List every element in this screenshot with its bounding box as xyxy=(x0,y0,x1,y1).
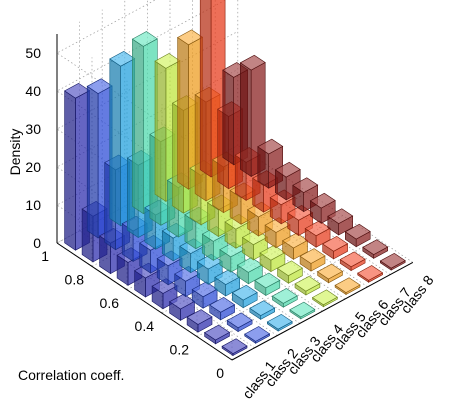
bar-top-face xyxy=(186,309,213,325)
bar xyxy=(289,301,316,320)
bar-top-face xyxy=(266,313,293,330)
bar xyxy=(254,272,281,297)
y-tick-label: 0.6 xyxy=(100,295,120,311)
z-tick-label: 20 xyxy=(25,159,41,175)
bar-top-face xyxy=(289,301,316,318)
bar xyxy=(259,244,286,273)
bar xyxy=(276,260,303,284)
bar-top-face xyxy=(299,248,326,264)
bar-top-face xyxy=(249,300,276,316)
z-axis-label: Density xyxy=(7,129,23,176)
bar-top-face xyxy=(317,263,344,280)
bar-top-face xyxy=(271,288,298,304)
bar-side-face xyxy=(64,90,76,251)
bar-top-face xyxy=(177,29,204,46)
bar-top-face xyxy=(276,260,303,277)
bar xyxy=(309,192,336,224)
y-tick-label: 0.8 xyxy=(65,271,85,287)
y-tick-label: 0 xyxy=(216,365,224,381)
bar-side-face xyxy=(240,62,252,178)
bar-top-face xyxy=(254,272,281,289)
bar xyxy=(339,251,366,272)
bar-top-face xyxy=(311,289,338,306)
bar-top-face xyxy=(274,161,301,178)
bar-top-face xyxy=(292,177,319,193)
bar-side-face xyxy=(132,38,144,215)
bar xyxy=(322,236,349,260)
bar xyxy=(334,277,361,296)
bar-top-face xyxy=(244,326,271,342)
bar-side-face xyxy=(222,69,234,166)
bar xyxy=(209,297,236,321)
bar xyxy=(292,177,319,213)
bar-top-face xyxy=(86,78,113,94)
bar-top-face xyxy=(231,284,258,301)
y-tick-label: 0.2 xyxy=(170,342,190,358)
bar-top-face xyxy=(379,252,406,269)
bar-top-face xyxy=(109,50,136,67)
bar-top-face xyxy=(357,265,384,281)
z-tick-label: 40 xyxy=(25,83,41,99)
y-axis-line xyxy=(56,242,233,361)
bar-top-face xyxy=(204,324,231,341)
bar xyxy=(294,275,321,296)
bar-top-face xyxy=(309,192,336,209)
z-tick-label: 50 xyxy=(25,45,41,61)
bar xyxy=(274,161,301,201)
bar xyxy=(271,288,298,308)
bar xyxy=(214,269,241,297)
z-tick-label: 0 xyxy=(33,235,41,251)
bar-top-face xyxy=(154,53,181,69)
bar-top-face xyxy=(64,82,91,99)
bar-top-face xyxy=(294,275,321,292)
bar-top-face xyxy=(327,208,354,224)
y-tick-label: 0.4 xyxy=(135,318,155,334)
y-tick-label: 1 xyxy=(41,248,49,264)
bar-top-face xyxy=(257,138,284,155)
bar xyxy=(311,289,338,308)
bar xyxy=(226,312,253,333)
bar xyxy=(266,313,293,332)
bar xyxy=(299,248,326,272)
bar xyxy=(327,208,354,236)
bar xyxy=(186,309,213,333)
bar xyxy=(344,223,371,248)
bar-top-face xyxy=(226,312,253,329)
bar xyxy=(257,138,284,189)
bar-top-face xyxy=(339,251,366,268)
bar xyxy=(282,232,309,260)
bar-top-face xyxy=(239,54,266,71)
z-tick-label: 30 xyxy=(25,121,41,137)
bar xyxy=(169,293,196,321)
bar xyxy=(317,263,344,284)
bar-top-face xyxy=(344,223,371,240)
bar-side-face xyxy=(199,0,212,178)
bar xyxy=(362,239,389,259)
bar-top-face xyxy=(131,31,158,47)
y-axis-label: Correlation coeff. xyxy=(18,367,124,383)
bar-side-face xyxy=(154,60,167,202)
bar-top-face xyxy=(362,239,389,255)
bar xyxy=(249,300,276,320)
bar-top-face xyxy=(334,277,361,293)
bar-top-face xyxy=(221,338,248,354)
z-tick-label: 10 xyxy=(25,197,41,213)
bar-side-face xyxy=(86,85,99,239)
bar xyxy=(379,252,406,271)
bar-side-face xyxy=(177,36,189,190)
bar xyxy=(204,324,231,345)
x-axis-line xyxy=(231,261,414,361)
bar xyxy=(231,284,258,309)
bar-top-face xyxy=(322,236,349,252)
bar xyxy=(244,326,271,344)
bar-top-face xyxy=(209,297,236,313)
bar xyxy=(357,265,384,283)
bar xyxy=(221,338,248,357)
bars-layer xyxy=(64,0,406,357)
bar-side-face xyxy=(109,58,121,227)
